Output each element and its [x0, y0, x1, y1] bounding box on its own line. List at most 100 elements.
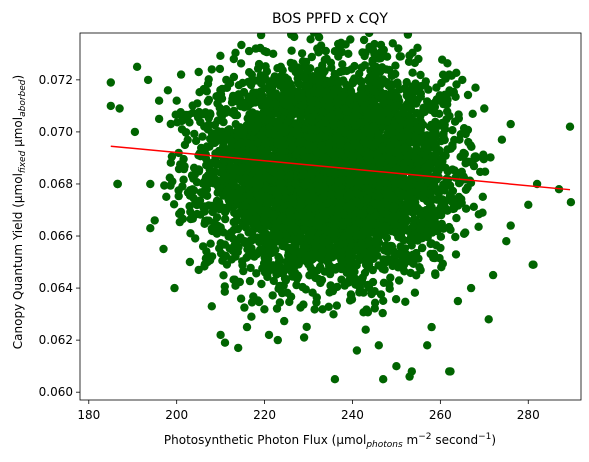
scatter-point [352, 261, 361, 270]
scatter-point [291, 68, 300, 77]
scatter-point [246, 263, 255, 273]
chart-title: BOS PPFD x CQY [272, 11, 388, 27]
scatter-point [249, 292, 258, 301]
scatter-point [376, 54, 385, 63]
scatter-points-layer [106, 33, 576, 384]
scatter-point [195, 196, 205, 205]
scatter-point [186, 214, 195, 224]
scatter-point [450, 166, 459, 175]
scatter-point [222, 75, 231, 85]
scatter-point [423, 176, 432, 185]
scatter-point [252, 269, 261, 278]
scatter-point [274, 284, 283, 293]
scatter-point [369, 228, 378, 237]
scatter-point [445, 86, 454, 95]
scatter-point [190, 129, 199, 139]
scatter-point [388, 39, 397, 48]
scatter-point [318, 305, 327, 314]
scatter-point [336, 38, 346, 47]
scatter-point [379, 296, 388, 305]
scatter-point [225, 125, 234, 134]
scatter-point [400, 224, 410, 233]
scatter-point [468, 109, 477, 119]
scatter-point [179, 175, 188, 184]
scatter-point [427, 205, 436, 214]
scatter-point [261, 62, 270, 71]
scatter-point [175, 217, 184, 227]
scatter-point [344, 49, 353, 58]
scatter-point [236, 59, 246, 68]
scatter-point [390, 120, 399, 130]
scatter-point [478, 192, 487, 201]
scatter-point [255, 245, 265, 254]
scatter-point [386, 273, 395, 282]
scatter-point [203, 79, 213, 89]
scatter-point [238, 78, 247, 88]
scatter-point [216, 90, 226, 99]
scatter-point [459, 148, 468, 158]
scatter-point [408, 68, 417, 77]
scatter-point [182, 114, 192, 123]
scatter-point [450, 135, 459, 145]
scatter-point [376, 290, 386, 299]
scatter-point [292, 280, 301, 290]
scatter-point [403, 33, 413, 39]
scatter-point [369, 85, 378, 94]
scatter-point [297, 49, 307, 58]
scatter-point [314, 33, 324, 42]
scatter-point [435, 109, 444, 119]
scatter-point [191, 136, 201, 146]
scatter-point [339, 76, 348, 85]
scatter-point [244, 92, 253, 101]
scatter-point [395, 152, 404, 161]
scatter-point [394, 44, 403, 53]
scatter-point [443, 167, 452, 176]
scatter-point [423, 233, 432, 242]
scatter-point [220, 282, 229, 291]
scatter-point [461, 204, 471, 213]
scatter-point [243, 244, 253, 253]
scatter-point [365, 33, 374, 38]
scatter-point [272, 304, 282, 313]
scatter-point [330, 69, 339, 79]
scatter-point [320, 55, 329, 65]
scatter-point [439, 129, 448, 138]
scatter-point [235, 277, 244, 287]
scatter-point [287, 46, 296, 55]
scatter-point [169, 200, 179, 209]
scatter-point [267, 83, 277, 92]
scatter-point [315, 262, 325, 271]
scatter-point [206, 239, 215, 248]
scatter-point [338, 60, 347, 69]
scatter-point [346, 35, 355, 44]
scatter-point [332, 301, 341, 310]
scatter-point [321, 46, 330, 56]
scatter-point [387, 80, 396, 89]
scatter-point [202, 87, 211, 96]
scatter-point [216, 51, 225, 60]
scatter-point [416, 112, 425, 121]
scatter-point [478, 208, 487, 217]
scatter-point [310, 305, 319, 314]
scatter-point [166, 181, 175, 190]
scatter-point [174, 191, 183, 201]
scatter-point [229, 72, 239, 82]
scatter-point [260, 268, 270, 277]
scatter-point [203, 191, 212, 200]
scatter-point [290, 33, 299, 42]
scatter-point [271, 99, 280, 109]
scatter-point [221, 214, 230, 224]
scatter-point [441, 204, 451, 213]
scatter-point [165, 173, 174, 182]
scatter-point [178, 182, 187, 191]
scatter-point [378, 264, 387, 273]
scatter-point [306, 35, 315, 44]
scatter-point [325, 288, 334, 297]
scatter-point [370, 287, 379, 296]
scatter-point [436, 232, 446, 241]
scatter-point [195, 88, 204, 97]
scatter-point [286, 58, 295, 68]
scatter-point [412, 99, 421, 108]
scatter-point [283, 79, 293, 88]
